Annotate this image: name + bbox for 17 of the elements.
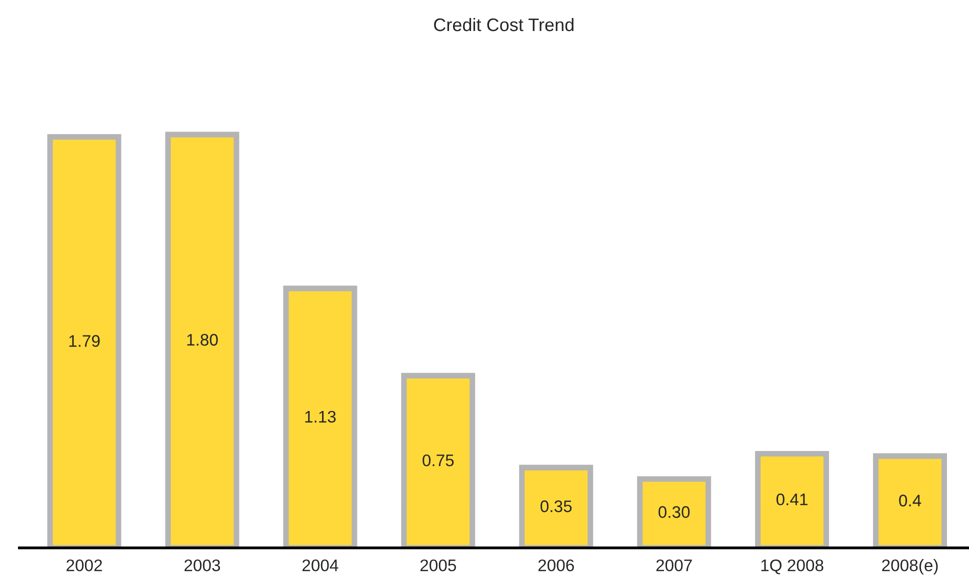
x-tick-label: 2004 <box>302 559 338 572</box>
data-label: 0.41 <box>776 494 808 506</box>
x-tick-label: 2006 <box>538 559 574 572</box>
data-label: 0.4 <box>899 494 922 506</box>
data-label: 0.35 <box>540 500 572 512</box>
x-tick-label: 2003 <box>184 559 220 572</box>
x-tick-label: 2008(e) <box>882 559 938 575</box>
x-tick-label: 2007 <box>656 559 692 572</box>
data-label: 1.80 <box>187 334 218 346</box>
x-tick-label: 2005 <box>420 559 456 572</box>
x-tick-label: 2002 <box>66 559 102 572</box>
data-label: 1.79 <box>69 335 100 347</box>
chart-title: Credit Cost Trend <box>434 18 574 32</box>
data-label: 0.30 <box>658 506 690 518</box>
data-label: 1.13 <box>305 410 336 423</box>
data-label: 0.75 <box>422 454 454 466</box>
x-tick-label: 1Q 2008 <box>761 559 824 574</box>
